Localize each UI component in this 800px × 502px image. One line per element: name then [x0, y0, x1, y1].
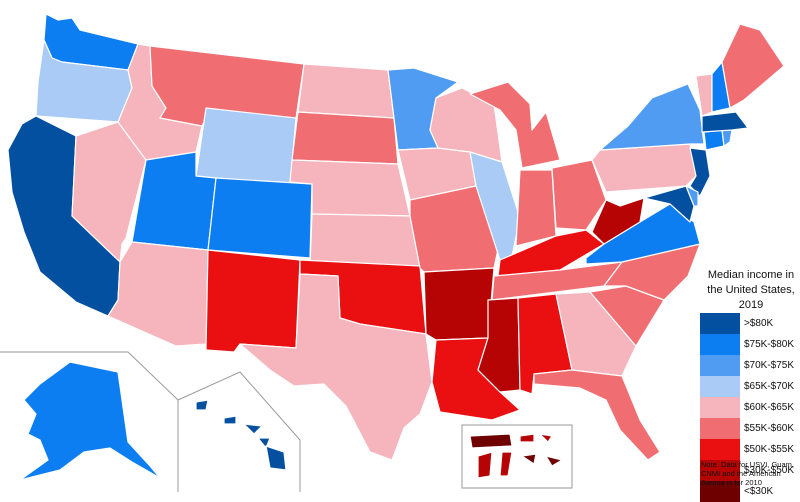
- legend-title-line-3: 2019: [738, 299, 764, 311]
- state-nm[interactable]: [205, 249, 301, 353]
- legend-swatch: [700, 439, 740, 460]
- hawaii-inset-frame: [177, 371, 301, 492]
- territory-usvi-1[interactable]: [519, 433, 535, 443]
- state-hi-3[interactable]: [243, 423, 263, 435]
- state-pa[interactable]: [591, 143, 697, 193]
- legend-item-50k-55k: $50K-$55K: [700, 439, 800, 460]
- hawaii: [195, 399, 287, 471]
- state-md[interactable]: [643, 185, 695, 223]
- state-ny[interactable]: [599, 83, 705, 151]
- state-ks[interactable]: [309, 213, 421, 269]
- legend-label: $50K-$55K: [744, 444, 795, 455]
- contiguous-states: [7, 13, 785, 461]
- alaska-inset-frame: [0, 351, 179, 492]
- legend: >$80K $75K-$80K $70K-$75K $65K-$70K $60K…: [700, 313, 800, 502]
- state-hi-1[interactable]: [195, 399, 209, 411]
- legend-item-over-80k: >$80K: [700, 313, 800, 334]
- alaska: [19, 361, 161, 481]
- state-oh[interactable]: [551, 159, 607, 231]
- legend-title: Median income in the United States, 2019: [702, 268, 800, 313]
- legend-swatch: [700, 460, 740, 481]
- territory-gu[interactable]: [477, 451, 493, 479]
- legend-note: Note. Data for USVI, Guam, CNMI and the …: [701, 460, 794, 487]
- legend-item-60k-65k: $60K-$65K: [700, 397, 800, 418]
- state-hi-2[interactable]: [223, 415, 237, 425]
- legend-label: $55K-$60K: [744, 423, 795, 434]
- territory-usvi-2[interactable]: [539, 433, 553, 443]
- legend-item-30k-50k: $30K-$50K: [700, 460, 800, 481]
- state-az[interactable]: [107, 241, 209, 347]
- state-ct[interactable]: [703, 129, 725, 151]
- legend-swatch: [700, 313, 740, 334]
- state-hi-4[interactable]: [257, 437, 271, 449]
- legend-item-75k-80k: $75K-$80K: [700, 334, 800, 355]
- state-tx[interactable]: [239, 273, 433, 461]
- state-hi-5[interactable]: [265, 445, 287, 471]
- legend-swatch: [700, 376, 740, 397]
- legend-label: $30K-$50K: [744, 465, 795, 476]
- territory-mp[interactable]: [499, 451, 513, 477]
- legend-swatch: [700, 334, 740, 355]
- legend-item-70k-75k: $70K-$75K: [700, 355, 800, 376]
- state-sd[interactable]: [291, 111, 399, 165]
- state-ak[interactable]: [19, 361, 161, 481]
- legend-label: >$80K: [744, 318, 774, 329]
- legend-label: $70K-$75K: [744, 360, 795, 371]
- state-mi[interactable]: [469, 81, 561, 169]
- state-nd[interactable]: [297, 63, 395, 119]
- state-wy[interactable]: [195, 107, 297, 187]
- state-de[interactable]: [685, 185, 699, 207]
- legend-label: $75K-$80K: [744, 339, 795, 350]
- legend-swatch: [700, 355, 740, 376]
- legend-swatch: [700, 418, 740, 439]
- state-co[interactable]: [207, 177, 313, 259]
- territory-as-1[interactable]: [521, 453, 537, 465]
- legend-title-line-1: Median income in: [707, 269, 795, 281]
- territories-inset-frame: [461, 424, 573, 489]
- state-me[interactable]: [721, 23, 785, 109]
- state-ga[interactable]: [555, 291, 637, 377]
- state-ri[interactable]: [721, 129, 733, 147]
- state-in[interactable]: [515, 169, 557, 247]
- legend-label: $65K-$70K: [744, 381, 795, 392]
- legend-item-65k-70k: $65K-$70K: [700, 376, 800, 397]
- legend-title-line-2: the United States,: [707, 284, 795, 296]
- state-ma[interactable]: [701, 111, 749, 133]
- state-fl[interactable]: [533, 369, 661, 461]
- legend-swatch: [700, 397, 740, 418]
- territory-pr[interactable]: [469, 433, 513, 449]
- territories: [469, 433, 563, 479]
- legend-label: $60K-$65K: [744, 402, 795, 413]
- legend-item-55k-60k: $55K-$60K: [700, 418, 800, 439]
- state-ar[interactable]: [423, 267, 495, 341]
- territory-as-2[interactable]: [545, 455, 563, 467]
